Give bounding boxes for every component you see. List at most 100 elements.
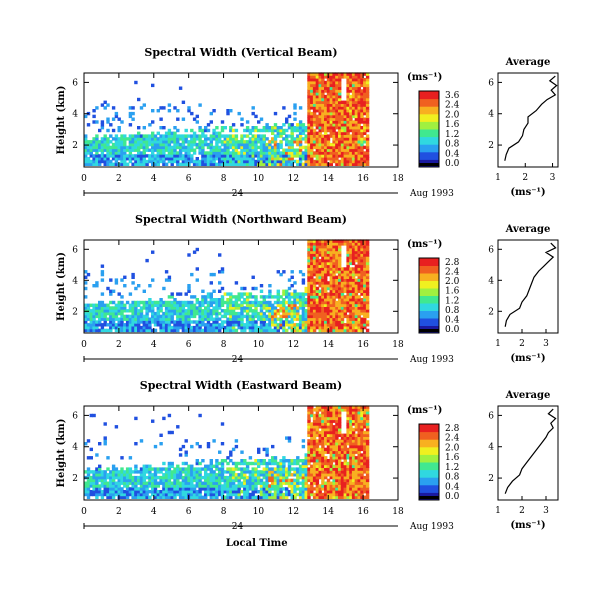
heatmap-cell	[332, 261, 336, 266]
heatmap-cell	[209, 111, 213, 116]
heatmap-cell	[321, 419, 325, 423]
panel-2: Spectral Width (Northward Beam)0 2 4 6 8 10 12…	[56, 213, 559, 365]
heatmap-cell	[318, 142, 322, 147]
heatmap-cell	[326, 137, 331, 141]
heatmap-cell	[298, 128, 303, 133]
colorbar-tick-label: 1.2	[445, 130, 459, 140]
heatmap-cell	[114, 467, 119, 471]
heatmap-cell	[103, 309, 107, 313]
heatmap-cell	[111, 309, 116, 313]
heatmap-cell	[98, 328, 102, 333]
heatmap-cell	[360, 467, 364, 471]
heatmap-cell	[131, 475, 135, 480]
heatmap-cell	[181, 461, 186, 466]
heatmap-cell	[95, 467, 99, 471]
heatmap-cell	[310, 314, 314, 319]
heatmap-cell	[86, 162, 91, 166]
heatmap-cell	[240, 148, 244, 152]
heatmap-cell	[315, 159, 320, 164]
heatmap-cell	[285, 162, 289, 166]
heatmap-cell	[312, 298, 317, 302]
heatmap-cell	[243, 323, 247, 327]
heatmap-cell	[298, 123, 303, 127]
heatmap-cell	[318, 439, 322, 443]
heatmap-cell	[360, 253, 364, 257]
heatmap-cell	[360, 239, 364, 243]
heatmap-cell	[357, 247, 361, 252]
heatmap-cell	[332, 272, 336, 277]
heatmap-cell	[187, 303, 191, 307]
heatmap-cell	[349, 444, 353, 449]
heatmap-cell	[290, 151, 294, 155]
heatmap-cell	[360, 272, 364, 277]
heatmap-cell	[226, 487, 230, 491]
heatmap-cell	[262, 475, 266, 480]
heatmap-cell	[329, 461, 333, 466]
heatmap-cell	[268, 309, 272, 313]
heatmap-cell	[310, 475, 314, 480]
heatmap-cell	[332, 487, 336, 491]
heatmap-cell	[360, 459, 364, 463]
heatmap-cell	[279, 303, 283, 307]
heatmap-cell	[332, 295, 336, 299]
heatmap-cell	[310, 309, 314, 313]
heatmap-cell	[340, 295, 345, 299]
heatmap-cell	[360, 275, 364, 279]
heatmap-cell	[139, 492, 144, 497]
heatmap-cell	[265, 475, 269, 480]
heatmap-cell	[349, 78, 353, 82]
heatmap-cell	[351, 442, 356, 446]
heatmap-cell	[279, 134, 283, 138]
heatmap-cell	[310, 94, 314, 99]
heatmap-cell	[357, 72, 361, 76]
heatmap-cell	[120, 314, 124, 319]
heatmap-cell	[204, 473, 208, 477]
heatmap-cell	[279, 162, 283, 166]
heatmap-cell	[176, 317, 180, 321]
heatmap-cell	[176, 328, 180, 333]
heatmap-cell	[318, 425, 322, 429]
heatmap-cell	[156, 323, 160, 327]
heatmap-cell	[321, 256, 325, 260]
heatmap-cell	[109, 495, 113, 499]
heatmap-cell	[354, 253, 359, 257]
heatmap-cell	[237, 157, 241, 161]
heatmap-cell	[296, 470, 300, 474]
heatmap-cell	[365, 97, 370, 102]
heatmap-cell	[167, 309, 172, 313]
heatmap-cell	[360, 250, 364, 254]
heatmap-cell	[98, 311, 102, 316]
heatmap-cell	[234, 495, 239, 499]
heatmap-cell	[360, 256, 364, 260]
heatmap-cell	[95, 157, 99, 161]
heatmap-cell	[240, 145, 244, 150]
average-x-axis-label: (ms⁻¹)	[510, 187, 545, 198]
heatmap-cell	[357, 422, 361, 426]
heatmap-cell	[360, 142, 364, 147]
heatmap-cell	[151, 317, 155, 321]
heatmap-cell	[153, 159, 158, 164]
heatmap-cell	[363, 247, 367, 252]
heatmap-cell	[307, 490, 311, 494]
heatmap-cell	[153, 470, 158, 474]
heatmap-cell	[195, 473, 199, 477]
heatmap-cell	[279, 128, 283, 133]
heatmap-cell	[315, 292, 320, 296]
heatmap-cell	[151, 157, 155, 161]
heatmap-cell	[137, 137, 141, 141]
heatmap-cell	[251, 478, 255, 483]
heatmap-cell	[340, 106, 345, 110]
heatmap-cell	[231, 475, 236, 480]
heatmap-cell	[321, 416, 325, 421]
heatmap-cell	[349, 320, 353, 324]
heatmap-cell	[162, 148, 166, 152]
heatmap-cell	[338, 281, 342, 285]
heatmap-cell	[106, 492, 110, 497]
heatmap-cell	[315, 103, 320, 107]
heatmap-cell	[360, 416, 364, 421]
heatmap-cell	[360, 405, 364, 409]
heatmap-cell	[335, 94, 339, 99]
heatmap-cell	[170, 492, 174, 497]
heatmap-cell	[293, 303, 297, 307]
heatmap-cell	[170, 481, 174, 485]
